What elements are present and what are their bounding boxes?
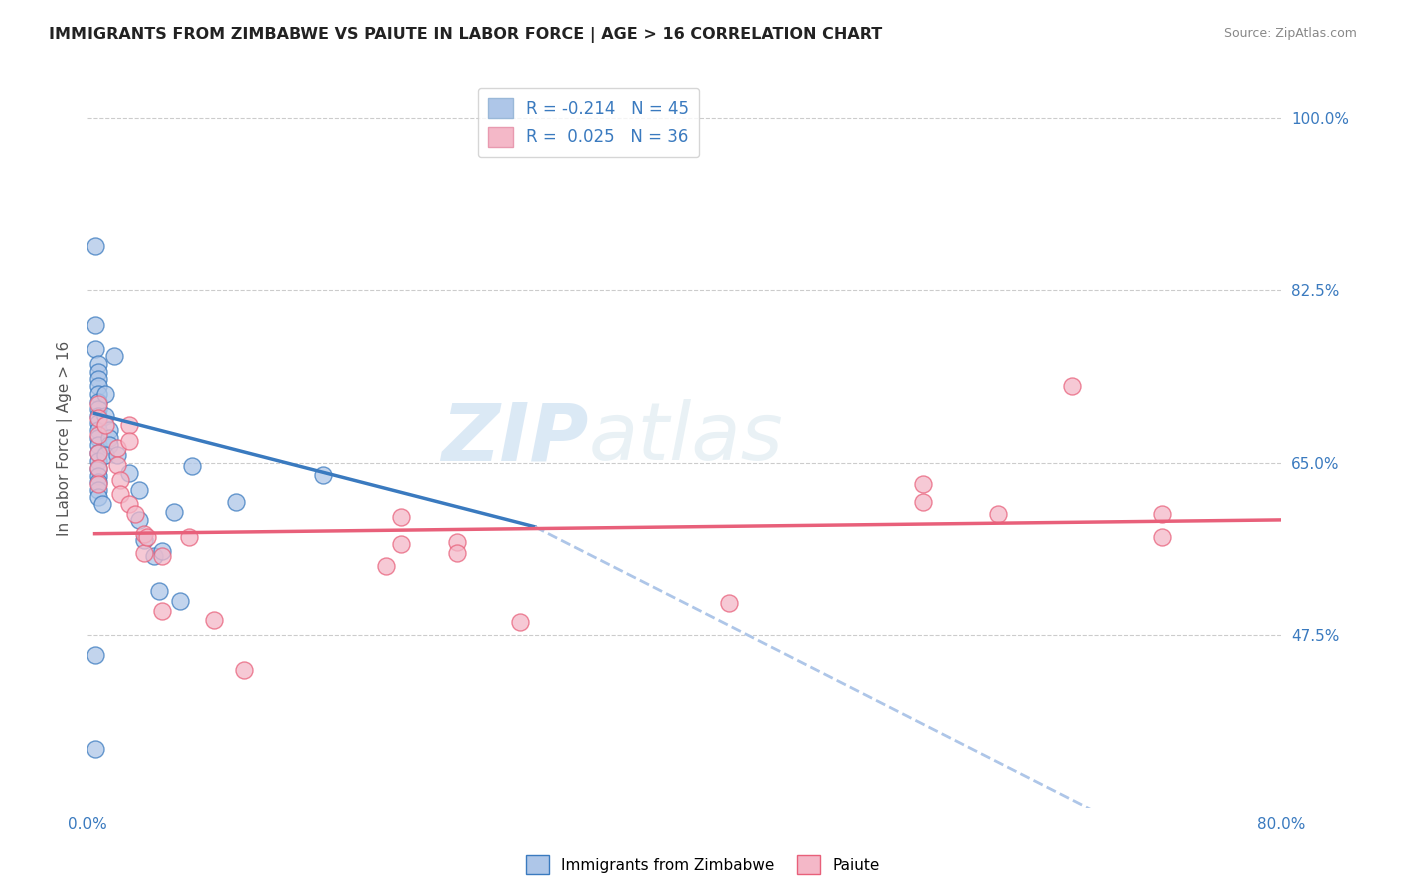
Point: [86, 460, 108, 475]
Point: [83, 239, 105, 253]
Point: [98, 423, 121, 437]
Point: [86, 409, 108, 424]
Point: [86, 423, 108, 437]
Point: [177, 530, 200, 544]
Point: [105, 448, 128, 462]
Point: [135, 530, 157, 544]
Point: [148, 583, 170, 598]
Point: [86, 477, 108, 491]
Text: ZIP: ZIP: [441, 399, 589, 477]
Point: [86, 379, 108, 393]
Point: [446, 546, 468, 560]
Point: [86, 372, 108, 386]
Point: [132, 533, 155, 547]
Point: [118, 418, 141, 433]
Point: [162, 505, 184, 519]
Point: [225, 495, 247, 509]
Point: [202, 614, 225, 628]
Point: [86, 428, 108, 442]
Point: [86, 401, 108, 416]
Point: [83, 648, 105, 662]
Point: [143, 549, 166, 564]
Text: IMMIGRANTS FROM ZIMBABWE VS PAIUTE IN LABOR FORCE | AGE > 16 CORRELATION CHART: IMMIGRANTS FROM ZIMBABWE VS PAIUTE IN LA…: [49, 27, 883, 43]
Point: [108, 474, 131, 488]
Point: [911, 477, 934, 491]
Point: [86, 483, 108, 498]
Point: [105, 458, 128, 472]
Point: [986, 507, 1008, 521]
Point: [86, 417, 108, 431]
Point: [94, 418, 117, 433]
Point: [94, 409, 117, 424]
Point: [98, 431, 121, 445]
Point: [86, 411, 108, 425]
Point: [105, 441, 128, 455]
Point: [118, 466, 141, 480]
Point: [86, 446, 108, 460]
Point: [86, 461, 108, 475]
Point: [86, 454, 108, 468]
Point: [446, 534, 468, 549]
Point: [91, 497, 114, 511]
Point: [86, 490, 108, 504]
Point: [103, 349, 125, 363]
Point: [118, 434, 141, 448]
Point: [232, 663, 254, 677]
Point: [94, 448, 117, 462]
Point: [169, 593, 191, 607]
Point: [94, 386, 117, 401]
Legend: R = -0.214   N = 45, R =  0.025   N = 36: R = -0.214 N = 45, R = 0.025 N = 36: [478, 88, 699, 157]
Point: [86, 386, 108, 401]
Point: [389, 536, 412, 550]
Point: [86, 446, 108, 460]
Point: [1150, 530, 1173, 544]
Point: [1062, 379, 1084, 393]
Point: [83, 741, 105, 756]
Y-axis label: In Labor Force | Age > 16: In Labor Force | Age > 16: [58, 341, 73, 536]
Point: [124, 507, 146, 521]
Point: [98, 438, 121, 452]
Point: [86, 394, 108, 409]
Point: [86, 438, 108, 452]
Point: [132, 526, 155, 541]
Point: [132, 546, 155, 560]
Point: [128, 513, 150, 527]
Point: [86, 431, 108, 445]
Point: [86, 396, 108, 410]
Point: [374, 559, 396, 574]
Point: [83, 343, 105, 357]
Point: [83, 318, 105, 332]
Point: [1150, 507, 1173, 521]
Legend: Immigrants from Zimbabwe, Paiute: Immigrants from Zimbabwe, Paiute: [520, 849, 886, 880]
Point: [150, 544, 173, 558]
Point: [150, 549, 173, 564]
Point: [86, 475, 108, 490]
Point: [911, 495, 934, 509]
Point: [312, 467, 335, 482]
Point: [86, 357, 108, 371]
Point: [509, 615, 531, 630]
Text: Source: ZipAtlas.com: Source: ZipAtlas.com: [1223, 27, 1357, 40]
Text: atlas: atlas: [589, 399, 783, 477]
Point: [128, 483, 150, 498]
Point: [717, 596, 740, 610]
Point: [180, 458, 202, 473]
Point: [86, 468, 108, 483]
Point: [150, 603, 173, 617]
Point: [118, 497, 141, 511]
Point: [108, 487, 131, 501]
Point: [86, 365, 108, 379]
Point: [389, 510, 412, 524]
